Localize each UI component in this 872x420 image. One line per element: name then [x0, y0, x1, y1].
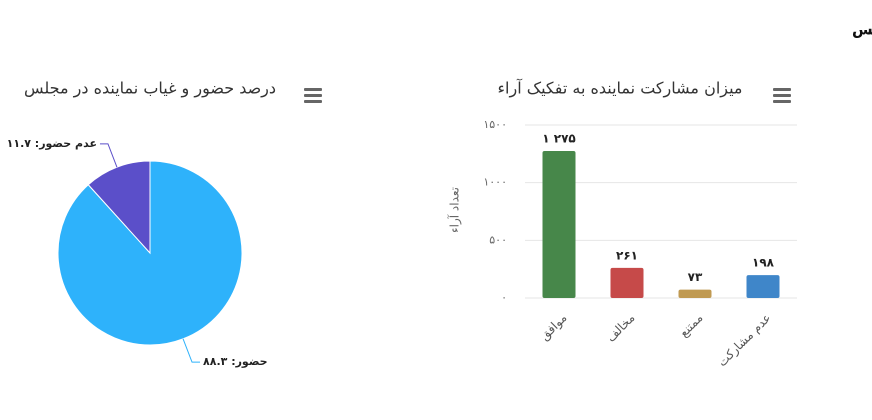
bar [542, 150, 576, 298]
data-label: حضور: ۸۸.۳ [203, 355, 268, 368]
menu-icon[interactable] [304, 88, 322, 103]
menu-icon[interactable] [773, 88, 791, 103]
x-tick-label: مخالف [604, 311, 638, 345]
y-tick-label: ۱۵۰۰ [483, 118, 507, 131]
data-label: عدم حضور: ۱۱.۷ [7, 137, 97, 150]
x-tick-label: ممتنع [677, 311, 706, 340]
page-title: میزان مشارکت و درصد حضور غلامحسین کرمی د… [852, 21, 872, 39]
x-tick-label: عدم مشارکت [715, 311, 774, 370]
bar [610, 267, 644, 298]
y-tick-label: ۵۰۰ [489, 233, 507, 246]
data-label: ۲۶۱ [616, 248, 638, 262]
chart-title: درصد حضور و غیاب نماینده در مجلس [24, 79, 276, 99]
y-tick-label: ۱۰۰۰ [483, 176, 507, 189]
x-tick-label: موافق [537, 311, 570, 344]
y-tick-label: ۰ [501, 291, 507, 304]
label-connector [99, 143, 118, 168]
data-label: ۷۳ [688, 270, 703, 284]
data-label: ۱۹۸ [752, 256, 775, 270]
label-connector [182, 338, 201, 363]
bar [678, 289, 712, 298]
y-axis-label: تعداد آراء [447, 187, 463, 233]
data-label: ۱ ۲۷۵ [542, 131, 575, 145]
bar [746, 275, 780, 298]
chart-title: میزان مشارکت نماینده به تفکیک آراء [498, 79, 743, 99]
pie-slice [87, 160, 151, 255]
